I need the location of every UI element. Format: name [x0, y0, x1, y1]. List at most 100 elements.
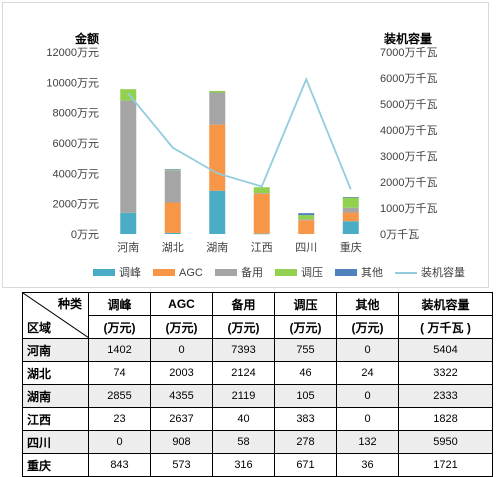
- bar-segment: [253, 193, 270, 234]
- table-cell: 755: [274, 338, 337, 362]
- table-cell: 40: [212, 407, 275, 431]
- table-cell: 0: [150, 338, 213, 362]
- table-cell: 2119: [212, 384, 275, 408]
- table-cell: 7393: [212, 338, 275, 362]
- col-header-2: 备用: [212, 292, 275, 316]
- right-axis-title: 装机容量: [383, 31, 432, 46]
- category-label: 重庆: [340, 240, 362, 254]
- row-region: 江西: [22, 407, 89, 431]
- table-cell: 3322: [398, 361, 493, 385]
- table-cell: 908: [150, 430, 213, 454]
- legend-label: AGC: [179, 267, 203, 279]
- left-tick-label: 10000万元: [46, 77, 99, 89]
- bar-segment: [298, 213, 315, 216]
- table-cell: 132: [336, 430, 399, 454]
- data-table-wrap: 种类 区域 调峰 AGC 备用 调压 其他 装机容量 (万元) (万元) (万元…: [22, 292, 493, 477]
- left-axis-title: 金额: [74, 31, 99, 46]
- table-row: 江西 23 2637 40 383 0 1828: [22, 407, 493, 431]
- table-cell: 0: [336, 407, 399, 431]
- table-row: 河南 1402 0 7393 755 0 5404: [22, 338, 493, 362]
- row-region: 四川: [22, 430, 89, 454]
- table-cell: 24: [336, 361, 399, 385]
- corner-diagonal: [23, 293, 89, 338]
- row-region: 湖北: [22, 361, 89, 385]
- table-cell: 1828: [398, 407, 493, 431]
- col-unit-1: (万元): [150, 315, 213, 339]
- col-header-3: 调压: [274, 292, 337, 316]
- stacked-bar-line-chart: 金额 装机容量 0万元 2000万元 4000万元 6000万元 8000万元 10000…: [46, 31, 465, 279]
- right-tick-label: 5000万千瓦: [380, 98, 437, 111]
- bar-segment: [164, 169, 181, 171]
- category-label: 四川: [295, 242, 317, 254]
- bar-segment: [253, 187, 270, 194]
- left-tick-label: 2000万元: [53, 199, 99, 211]
- col-unit-4: (万元): [336, 315, 399, 339]
- category-label: 湖北: [162, 241, 184, 254]
- table-cell: 843: [88, 453, 151, 477]
- legend-swatch: [153, 269, 175, 276]
- col-header-4: 其他: [336, 292, 399, 316]
- table-cell: 2003: [150, 361, 213, 385]
- left-tick-label: 8000万元: [53, 108, 99, 120]
- table-row: 湖南 2855 4355 2119 105 0 2333: [22, 384, 493, 408]
- category-label: 江西: [251, 241, 273, 254]
- bar-segment: [164, 170, 181, 203]
- chart-panel: 金额 装机容量 0万元 2000万元 4000万元 6000万元 8000万元 10000…: [2, 2, 489, 288]
- table-cell: 2637: [150, 407, 213, 431]
- bar-segment: [209, 90, 226, 93]
- row-region: 重庆: [22, 453, 89, 477]
- table-cell: 4355: [150, 384, 213, 408]
- legend-swatch: [335, 269, 357, 276]
- table-cell: 2333: [398, 384, 493, 408]
- legend-swatch: [93, 269, 115, 276]
- legend-label: 装机容量: [421, 265, 465, 279]
- bar-segment: [298, 219, 315, 221]
- bar-segment: [209, 190, 226, 234]
- table-cell: 278: [274, 430, 337, 454]
- table-cell: 0: [336, 338, 399, 362]
- left-tick-label: 12000万元: [46, 47, 99, 59]
- bar-segment: [342, 212, 359, 222]
- col-header-1: AGC: [150, 292, 213, 316]
- bar-segment: [342, 221, 359, 234]
- table-cell: 573: [150, 453, 213, 477]
- table-cell: 1402: [88, 338, 151, 362]
- right-tick-label: 6000万千瓦: [380, 72, 437, 85]
- table-corner-cell: 种类 区域: [22, 292, 89, 339]
- bar-segment: [120, 212, 137, 234]
- bar-segment: [253, 193, 270, 194]
- bar-segment: [342, 197, 359, 198]
- legend-label: 备用: [241, 265, 263, 279]
- bar-segment: [209, 124, 226, 191]
- table-cell: 671: [274, 453, 337, 477]
- table-cell: 5404: [398, 338, 493, 362]
- legend-label: 调峰: [119, 266, 141, 279]
- col-header-5: 装机容量: [398, 292, 493, 316]
- category-label: 湖南: [206, 241, 228, 254]
- table-cell: 36: [336, 453, 399, 477]
- bar-segment: [209, 92, 226, 125]
- table-cell: 0: [336, 384, 399, 408]
- table-cell: 58: [212, 430, 275, 454]
- bar-segment: [164, 169, 181, 170]
- left-tick-label: 4000万元: [53, 168, 99, 180]
- table-cell: 316: [212, 453, 275, 477]
- col-unit-3: (万元): [274, 315, 337, 339]
- legend-label: 调压: [301, 266, 323, 279]
- corner-top-label: 种类: [57, 297, 82, 311]
- bar-segment: [120, 100, 137, 213]
- category-label: 河南: [117, 241, 139, 254]
- right-tick-label: 4000万千瓦: [380, 124, 437, 137]
- corner-bottom-label: 区域: [27, 321, 52, 335]
- table-cell: 0: [88, 430, 151, 454]
- capacity-line: [127, 76, 352, 190]
- col-header-0: 调峰: [88, 292, 151, 316]
- table-cell: 2855: [88, 384, 151, 408]
- bar-segment: [342, 197, 359, 208]
- row-region: 湖南: [22, 384, 89, 408]
- right-tick-label: 1000万千瓦: [380, 202, 437, 215]
- data-table: 种类 区域 调峰 AGC 备用 调压 其他 装机容量 (万元) (万元) (万元…: [22, 292, 493, 477]
- bar-segment: [164, 232, 181, 234]
- legend-swatch: [275, 269, 297, 276]
- table-row: 湖北 74 2003 2124 46 24 3322: [22, 361, 493, 385]
